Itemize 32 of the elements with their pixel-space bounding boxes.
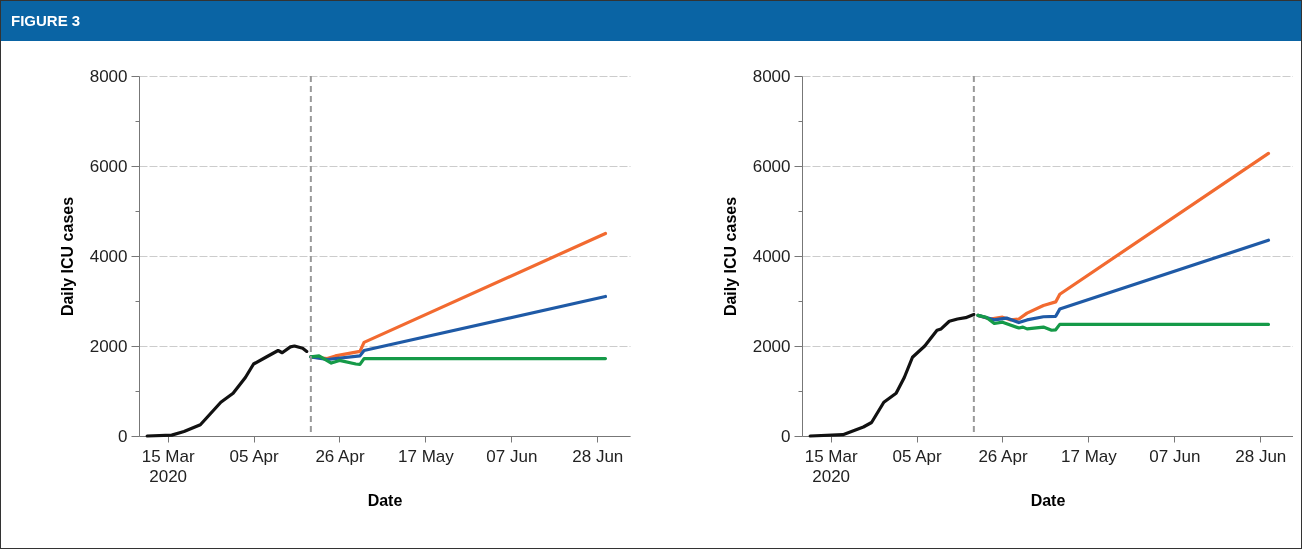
y-tick-label: 0 — [118, 426, 128, 446]
y-tick-label: 0 — [781, 426, 791, 446]
y-tick-label: 8000 — [89, 66, 128, 86]
x-axis-title: Date — [367, 491, 403, 509]
y-tick-label: 6000 — [752, 156, 791, 176]
chart-title: FIGURE 3 — [1, 1, 1301, 41]
x-tick-label: 15 Mar 2020 — [141, 446, 195, 486]
x-tick-label: 07 Jun — [1149, 446, 1201, 466]
line-series — [808, 312, 976, 438]
y-tick-label: 2000 — [752, 336, 791, 356]
x-tick-label: 17 May — [1061, 446, 1118, 466]
x-tick-label: 05 Apr — [229, 446, 279, 466]
x-tick-label: 07 Jun — [486, 446, 538, 466]
line-series — [145, 344, 309, 438]
x-tick-label: 28 Jun — [1235, 446, 1287, 466]
line-series — [309, 294, 608, 362]
y-tick-label: 4000 — [89, 246, 128, 266]
line-series — [976, 313, 1271, 332]
y-tick-label: 6000 — [89, 156, 128, 176]
x-tick-label: 15 Mar 2020 — [804, 446, 858, 486]
y-tick-label: 4000 — [752, 246, 791, 266]
x-tick-label: 28 Jun — [572, 446, 624, 466]
x-tick-label: 26 Apr — [978, 446, 1028, 466]
x-tick-label: 17 May — [398, 446, 455, 466]
line-series — [309, 354, 608, 367]
x-tick-label: 05 Apr — [892, 446, 942, 466]
y-axis-title: Daily ICU cases — [58, 196, 76, 317]
x-tick-label: 26 Apr — [315, 446, 365, 466]
y-tick-label: 8000 — [752, 66, 791, 86]
x-axis-title: Date — [1030, 491, 1066, 509]
y-tick-label: 2000 — [89, 336, 128, 356]
y-axis-title: Daily ICU cases — [721, 196, 739, 317]
